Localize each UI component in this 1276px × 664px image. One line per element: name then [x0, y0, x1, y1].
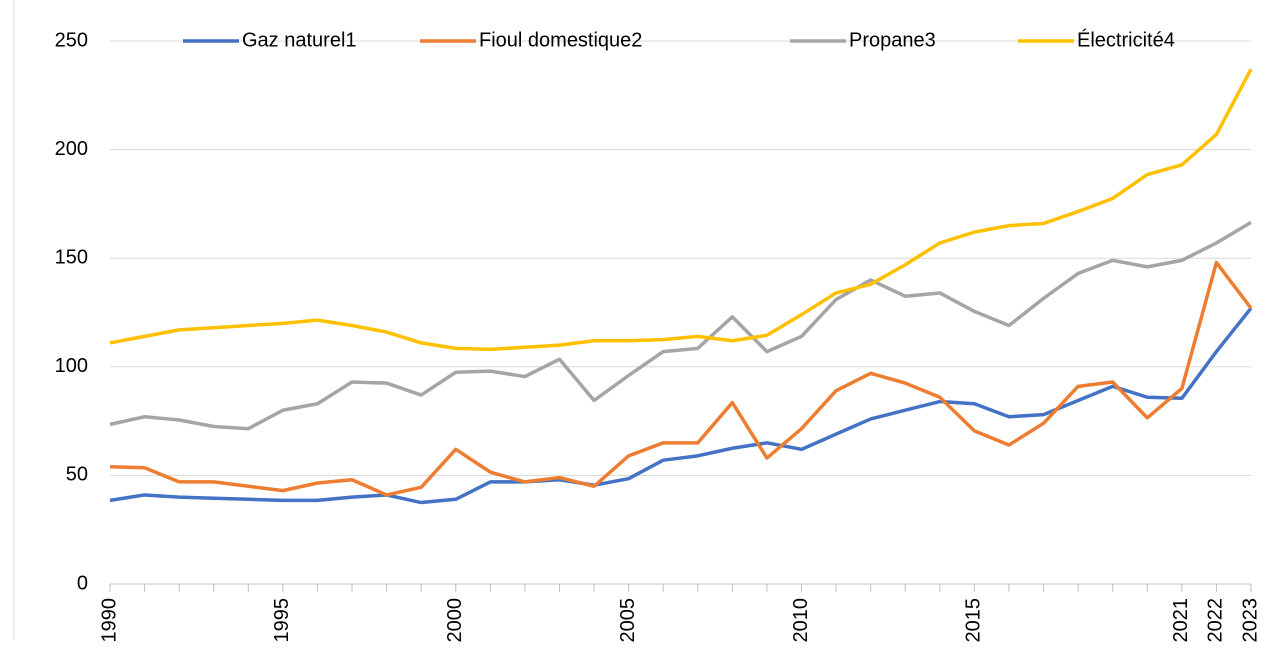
- legend-label: Gaz naturel1: [242, 29, 357, 51]
- legend-label: Propane3: [849, 29, 936, 51]
- legend-label: Électricité4: [1077, 28, 1175, 51]
- x-tick-label: 1990: [98, 598, 120, 643]
- x-tick-label: 2005: [617, 598, 639, 643]
- x-tick-label: 2000: [444, 598, 466, 643]
- x-tick-label: 1995: [271, 598, 293, 643]
- x-tick-label: 2022: [1205, 598, 1227, 643]
- y-tick-label: 250: [55, 29, 88, 51]
- x-tick-label: 2015: [963, 598, 985, 643]
- y-tick-label: 50: [66, 464, 88, 486]
- series-line: [109, 220, 1252, 431]
- x-tick-label: 2023: [1239, 598, 1261, 643]
- series-line: [109, 68, 1253, 352]
- y-tick-label: 0: [77, 572, 88, 594]
- x-tick-label: 2010: [790, 598, 812, 643]
- y-tick-label: 200: [55, 138, 88, 160]
- y-tick-label: 150: [55, 246, 88, 268]
- series-line: [109, 307, 1253, 505]
- y-tick-label: 100: [55, 355, 88, 377]
- series-line: [109, 260, 1253, 497]
- x-tick-label: 2021: [1170, 598, 1192, 643]
- legend-label: Fioul domestique2: [479, 29, 642, 51]
